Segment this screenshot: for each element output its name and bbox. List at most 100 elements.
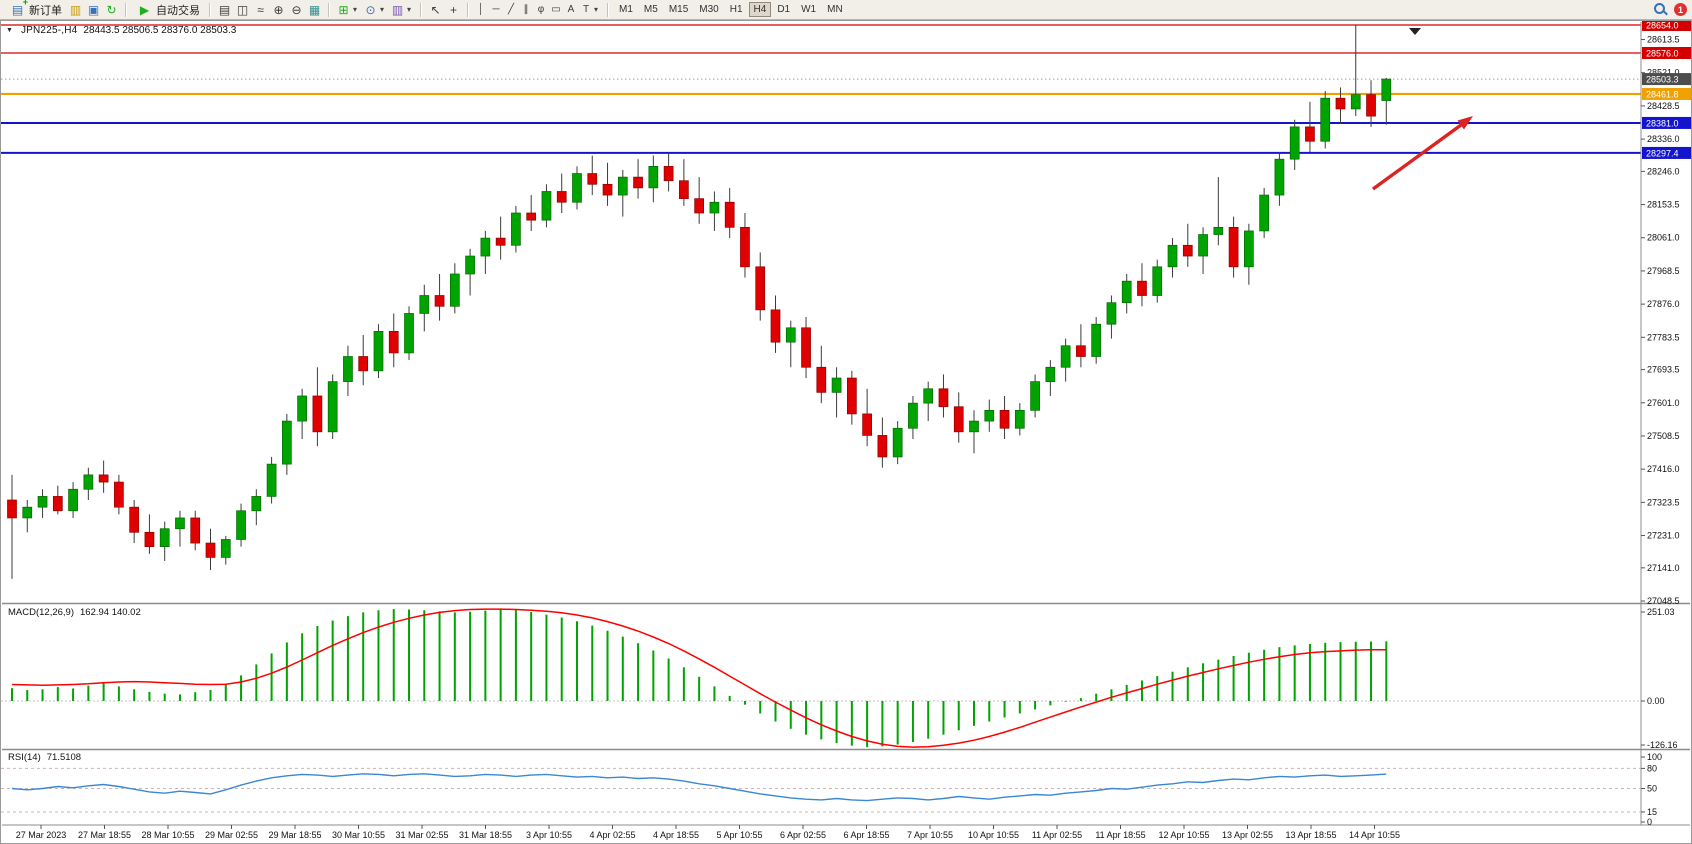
rsi-indicator-name: RSI(14) <box>8 752 41 763</box>
svg-text:-126.16: -126.16 <box>1647 740 1678 750</box>
channel-tool-icon[interactable]: ∥ <box>523 3 529 15</box>
svg-text:28576.0: 28576.0 <box>1646 48 1679 58</box>
svg-text:4 Apr 18:55: 4 Apr 18:55 <box>653 830 699 840</box>
horizontal-lines[interactable] <box>1 24 1641 154</box>
crosshair-icon[interactable]: + <box>449 2 457 17</box>
new-order-button[interactable]: ▤ 新订单 <box>5 0 66 19</box>
svg-text:28297.4: 28297.4 <box>1646 148 1679 158</box>
autotrading-button[interactable]: ▶ 自动交易 <box>132 1 204 19</box>
candlestick-chart-icon[interactable]: ◫ <box>236 2 249 17</box>
svg-text:28153.5: 28153.5 <box>1647 200 1680 210</box>
price-axis[interactable]: 28613.5 28521.0 28428.5 28336.0 28246.0 28153… <box>1641 21 1691 606</box>
svg-text:27231.0: 27231.0 <box>1647 531 1680 541</box>
timeframe-h4[interactable]: H4 <box>748 2 772 17</box>
macd-signal-line <box>11 608 1387 748</box>
vertical-line-tool-icon[interactable]: │ <box>477 3 485 15</box>
rsi-panel-label: RSI(14) 71.5108 <box>8 752 81 763</box>
toolbar-separator <box>125 2 127 17</box>
svg-text:27416.0: 27416.0 <box>1647 464 1680 474</box>
new-order-icon: ▤ <box>9 0 28 18</box>
svg-text:80: 80 <box>1647 763 1657 773</box>
svg-text:27508.5: 27508.5 <box>1647 431 1680 441</box>
time-axis[interactable]: 27 Mar 2023 27 Mar 18:55 28 Mar 10:55 29 Ma… <box>16 825 1400 840</box>
svg-text:6 Apr 18:55: 6 Apr 18:55 <box>843 830 889 840</box>
bar-chart-icon[interactable]: ▤ <box>218 2 231 17</box>
svg-text:28503.3: 28503.3 <box>1646 75 1679 85</box>
chart-canvas[interactable]: 28613.5 28521.0 28428.5 28336.0 28246.0 28153… <box>1 21 1691 843</box>
new-order-label: 新订单 <box>29 4 62 17</box>
shapes-tool-icon[interactable]: ▭ <box>551 3 561 15</box>
svg-text:31 Mar 18:55: 31 Mar 18:55 <box>459 830 512 840</box>
macd-indicator-name: MACD(12,26,9) <box>8 607 74 618</box>
macd-axis[interactable]: 251.03 0.00 -126.16 <box>1641 607 1678 750</box>
timeframe-w1[interactable]: W1 <box>796 2 821 17</box>
chart-ohlc-values: 28443.5 28506.5 28376.0 28503.3 <box>83 25 237 36</box>
autotrading-label: 自动交易 <box>156 4 200 17</box>
svg-text:31 Mar 02:55: 31 Mar 02:55 <box>395 830 448 840</box>
svg-text:27141.0: 27141.0 <box>1647 563 1680 573</box>
svg-text:28246.0: 28246.0 <box>1647 166 1680 176</box>
rsi-indicator-value: 71.5108 <box>46 752 82 763</box>
svg-text:6 Apr 02:55: 6 Apr 02:55 <box>780 830 826 840</box>
zoom-in-icon[interactable]: ⊕ <box>273 2 284 17</box>
periods-icon[interactable]: ⊙ <box>365 2 376 17</box>
cursor-icon[interactable]: ↖ <box>430 2 441 17</box>
rsi-line <box>11 773 1387 802</box>
toolbar-separator <box>607 2 609 17</box>
indicators-caret-icon[interactable]: ▾ <box>353 5 358 14</box>
svg-text:13 Apr 18:55: 13 Apr 18:55 <box>1285 830 1336 840</box>
timeframe-m15[interactable]: M15 <box>664 2 693 17</box>
trend-arrow-annotation[interactable] <box>1372 116 1473 191</box>
line-chart-icon[interactable]: ≈ <box>257 2 264 17</box>
svg-text:15: 15 <box>1647 807 1657 817</box>
svg-text:4 Apr 02:55: 4 Apr 02:55 <box>589 830 635 840</box>
notifications-badge[interactable]: 1 <box>1674 3 1687 16</box>
text-label-tool-icon[interactable]: T <box>582 3 590 15</box>
timeframe-d1[interactable]: D1 <box>772 2 795 17</box>
trendline-tool-icon[interactable]: ╱ <box>507 3 515 15</box>
data-window-icon[interactable]: ▣ <box>87 2 100 17</box>
templates-icon[interactable]: ▥ <box>391 2 404 17</box>
zoom-out-icon[interactable]: ⊖ <box>291 2 302 17</box>
navigator-icon[interactable]: ↻ <box>106 2 117 17</box>
horizontal-line-tool-icon[interactable]: ─ <box>492 3 500 15</box>
svg-text:0: 0 <box>1647 817 1652 827</box>
svg-text:28 Mar 10:55: 28 Mar 10:55 <box>141 830 194 840</box>
svg-text:28381.0: 28381.0 <box>1646 118 1679 128</box>
timeframe-m5[interactable]: M5 <box>639 2 663 17</box>
svg-text:27601.0: 27601.0 <box>1647 398 1680 408</box>
macd-histogram <box>11 609 1388 748</box>
toolbar-separator <box>328 2 330 17</box>
tile-windows-icon[interactable]: ▦ <box>308 2 321 17</box>
timeframe-h1[interactable]: H1 <box>725 2 748 17</box>
market-watch-icon[interactable]: ▥ <box>69 2 82 17</box>
indicators-icon[interactable]: ⊞ <box>338 2 349 17</box>
main-toolbar: ▤ 新订单 ▥ ▣ ↻ ▶ 自动交易 ▤ ◫ ≈ ⊕ ⊖ ▦ ⊞ ▾ ⊙ ▾ ▥… <box>0 0 1692 20</box>
arrows-tool-caret-icon[interactable]: ▾ <box>594 5 599 14</box>
svg-text:30 Mar 10:55: 30 Mar 10:55 <box>332 830 385 840</box>
svg-text:3 Apr 10:55: 3 Apr 10:55 <box>526 830 572 840</box>
svg-text:27876.0: 27876.0 <box>1647 299 1680 309</box>
toolbar-separator <box>420 2 422 17</box>
search-icon[interactable] <box>1653 2 1668 17</box>
svg-text:28613.5: 28613.5 <box>1647 35 1680 45</box>
timeframe-m30[interactable]: M30 <box>694 2 723 17</box>
svg-text:100: 100 <box>1647 752 1662 762</box>
svg-text:13 Apr 02:55: 13 Apr 02:55 <box>1222 830 1273 840</box>
timeframe-m1[interactable]: M1 <box>614 2 638 17</box>
candles-layer <box>7 24 1392 579</box>
svg-text:28336.0: 28336.0 <box>1647 134 1680 144</box>
fibonacci-tool-icon[interactable]: φ <box>537 3 545 15</box>
toolbar-separator <box>209 2 211 17</box>
timeframe-mn[interactable]: MN <box>822 2 848 17</box>
periods-caret-icon[interactable]: ▾ <box>380 5 385 14</box>
svg-text:27693.5: 27693.5 <box>1647 365 1680 375</box>
svg-text:0.00: 0.00 <box>1647 696 1665 706</box>
chart-menu-icon[interactable]: ▼ <box>6 27 13 34</box>
svg-text:28461.8: 28461.8 <box>1646 89 1679 99</box>
svg-text:28654.0: 28654.0 <box>1646 21 1679 31</box>
templates-caret-icon[interactable]: ▾ <box>407 5 412 14</box>
text-tool-icon[interactable]: A <box>567 3 575 15</box>
